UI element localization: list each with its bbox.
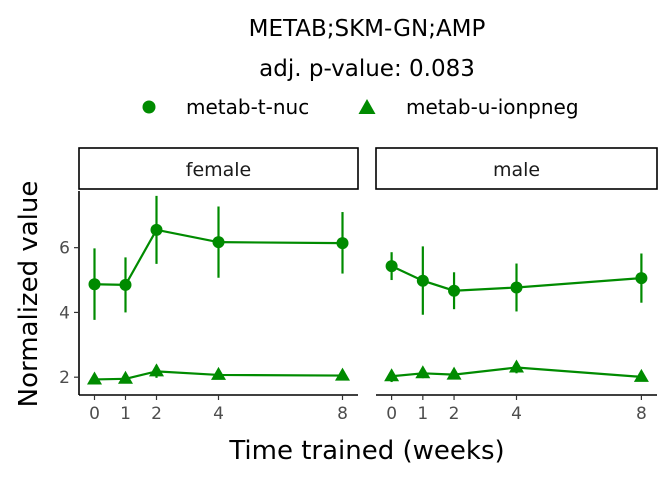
legend-label-metab-u-ionpneg: metab-u-ionpneg xyxy=(406,95,579,119)
female-metab-u-ionpneg-point-0 xyxy=(87,371,102,385)
legend-label-metab-t-nuc: metab-t-nuc xyxy=(186,95,309,119)
female-x-tick-label-0: 0 xyxy=(89,404,100,424)
y-tick-label-6: 6 xyxy=(59,239,70,259)
male-x-tick-label-8: 8 xyxy=(636,404,647,424)
female-metab-u-ionpneg-point-1 xyxy=(118,370,133,384)
female-metab-t-nuc-point-1 xyxy=(119,278,132,291)
male-metab-t-nuc-point-1 xyxy=(416,274,429,287)
male-x-tick-label-2: 2 xyxy=(449,404,460,424)
legend-circle-marker xyxy=(142,100,156,114)
female-metab-t-nuc-point-4 xyxy=(212,236,225,249)
legend: metab-t-nuc metab-u-ionpneg xyxy=(142,95,579,119)
female-metab-u-ionpneg-point-2 xyxy=(149,363,164,377)
strip-male: male xyxy=(375,147,658,190)
female-metab-t-nuc-point-8 xyxy=(336,237,349,250)
chart-subtitle: adj. p-value: 0.083 xyxy=(259,56,475,82)
strip-female-box xyxy=(78,147,359,190)
chart-title: METAB;SKM-GN;AMP xyxy=(249,16,486,42)
strip-label-male: male xyxy=(493,159,540,181)
female-metab-u-ionpneg-point-4 xyxy=(211,366,226,380)
female-x-tick-label-4: 4 xyxy=(213,404,224,424)
male-metab-u-ionpneg-point-4 xyxy=(509,359,524,373)
y-tick-label-4: 4 xyxy=(59,303,70,323)
strip-label-female: female xyxy=(186,159,252,181)
male-x-tick-label-1: 1 xyxy=(417,404,428,424)
y-axis-title: Normalized value xyxy=(14,181,44,408)
male-metab-u-ionpneg-point-1 xyxy=(415,365,431,379)
male-metab-t-nuc-point-2 xyxy=(448,284,461,297)
male-x-tick-label-4: 4 xyxy=(511,404,522,424)
female-metab-t-nuc-point-2 xyxy=(150,223,163,236)
female-metab-t-nuc-point-0 xyxy=(88,278,101,291)
male-metab-t-nuc-point-8 xyxy=(635,272,648,285)
male-metab-u-ionpneg-point-2 xyxy=(446,366,462,380)
female-x-tick-label-2: 2 xyxy=(151,404,162,424)
male-x-tick-label-0: 0 xyxy=(386,404,397,424)
male-metab-u-ionpneg-point-0 xyxy=(384,368,400,382)
female-x-tick-label-8: 8 xyxy=(337,404,348,424)
female-x-tick-label-1: 1 xyxy=(120,404,131,424)
legend-triangle-marker xyxy=(358,99,376,114)
male-metab-t-nuc-point-0 xyxy=(385,260,398,273)
x-axis-title: Time trained (weeks) xyxy=(228,436,504,466)
male-metab-u-ionpneg-point-8 xyxy=(633,368,649,382)
female-metab-u-ionpneg-point-8 xyxy=(335,367,350,381)
y-tick-label-2: 2 xyxy=(59,368,70,388)
male-metab-t-nuc-point-4 xyxy=(510,281,523,294)
strip-female: female xyxy=(78,147,359,190)
strip-male-box xyxy=(375,147,658,190)
